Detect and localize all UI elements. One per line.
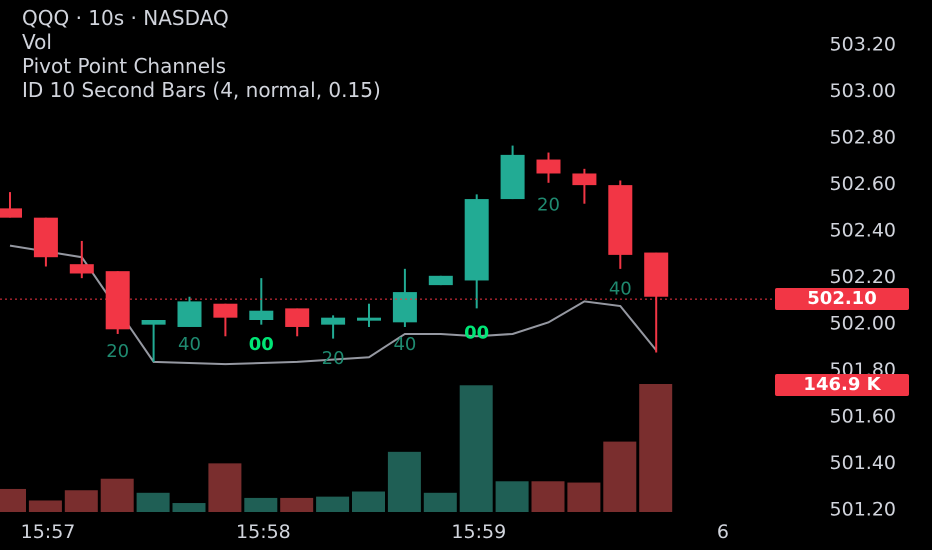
price-tick-label: 501.60 bbox=[830, 405, 896, 427]
volume-bar bbox=[100, 478, 134, 512]
candle bbox=[572, 168, 597, 204]
candle bbox=[536, 152, 561, 183]
bar-marker-label: 00 bbox=[249, 334, 274, 355]
volume-bar bbox=[208, 463, 242, 512]
candle-body bbox=[105, 271, 130, 330]
volume-bar bbox=[459, 385, 493, 512]
price-tick-label: 502.00 bbox=[830, 312, 896, 334]
candle bbox=[392, 268, 417, 327]
volume-bar bbox=[64, 490, 98, 512]
candle-body bbox=[69, 264, 94, 274]
price-tick-label: 501.20 bbox=[830, 498, 896, 520]
volume-bar bbox=[639, 384, 673, 512]
candle bbox=[428, 275, 453, 286]
candle-body bbox=[0, 208, 22, 218]
candle-body bbox=[392, 292, 417, 323]
chart-legend: QQQ · 10s · NASDAQ Vol Pivot Point Chann… bbox=[22, 6, 381, 102]
price-tick-label: 503.00 bbox=[830, 80, 896, 102]
candle bbox=[608, 180, 633, 269]
volume-bar bbox=[423, 492, 457, 512]
candle-body bbox=[33, 217, 58, 258]
price-axis[interactable]: 503.20 503.00 502.80 502.60 502.40 502.20 502.… bbox=[830, 33, 896, 520]
candle-body bbox=[321, 317, 346, 325]
time-tick-label: 15:59 bbox=[451, 521, 506, 543]
current-volume-label: 146.9 K bbox=[775, 374, 909, 396]
candle bbox=[33, 217, 58, 267]
volume-bar bbox=[603, 441, 637, 512]
bar-marker-label: 40 bbox=[393, 334, 416, 355]
candle-body bbox=[572, 173, 597, 186]
candle-body bbox=[500, 154, 525, 200]
candle-body bbox=[428, 275, 453, 286]
candle bbox=[464, 194, 489, 309]
price-tick-label: 502.40 bbox=[830, 219, 896, 241]
time-axis[interactable]: 15:57 15:58 15:59 6 bbox=[21, 521, 729, 543]
candle bbox=[213, 303, 238, 337]
bar-marker-label: 20 bbox=[537, 195, 560, 216]
price-tick-label: 501.40 bbox=[830, 452, 896, 474]
candle-body bbox=[285, 308, 310, 327]
candle bbox=[177, 296, 202, 327]
candle bbox=[105, 271, 130, 334]
time-tick-label: 6 bbox=[717, 521, 729, 543]
legend-id-bars[interactable]: ID 10 Second Bars (4, normal, 0.15) bbox=[22, 78, 381, 102]
bar-marker-label: 20 bbox=[322, 348, 345, 369]
candle-body bbox=[357, 317, 381, 321]
volume-bar bbox=[136, 492, 170, 512]
legend-pivot-channels[interactable]: Pivot Point Channels bbox=[22, 54, 226, 78]
volume-bars bbox=[0, 384, 673, 512]
volume-bar bbox=[387, 451, 421, 512]
pivot-line bbox=[9, 244, 657, 366]
bar-marker-label: 20 bbox=[106, 341, 129, 362]
candle-body bbox=[249, 310, 274, 320]
candle-body bbox=[608, 185, 633, 255]
volume-bar bbox=[172, 503, 206, 512]
volume-bar bbox=[28, 500, 62, 512]
current-price-label: 502.10 bbox=[775, 288, 909, 311]
price-tick-label: 502.60 bbox=[830, 173, 896, 195]
bar-markers: 20 40 00 20 40 00 20 40 bbox=[106, 195, 632, 369]
volume-bar bbox=[567, 482, 601, 512]
candle bbox=[141, 320, 166, 362]
bar-marker-label: 40 bbox=[178, 334, 201, 355]
volume-bar bbox=[352, 491, 385, 512]
candle bbox=[500, 145, 525, 200]
candle-body bbox=[213, 303, 238, 318]
time-tick-label: 15:57 bbox=[21, 521, 76, 543]
price-tick-label: 502.20 bbox=[830, 266, 896, 288]
volume-bar bbox=[495, 481, 529, 512]
candle bbox=[321, 315, 346, 339]
candle-body bbox=[536, 159, 561, 174]
candle bbox=[357, 303, 381, 327]
candle-body bbox=[644, 252, 669, 297]
price-tick-label: 503.20 bbox=[830, 33, 896, 55]
pivot-point-channel bbox=[9, 244, 657, 366]
time-tick-label: 15:58 bbox=[236, 521, 291, 543]
candle-body bbox=[141, 320, 166, 325]
volume-bar bbox=[0, 488, 26, 512]
candle bbox=[69, 240, 94, 279]
volume-bar bbox=[316, 496, 350, 512]
candle bbox=[0, 192, 22, 218]
volume-bar bbox=[531, 481, 565, 512]
candle-body bbox=[464, 199, 489, 281]
candle bbox=[644, 252, 669, 353]
volume-bar bbox=[244, 497, 278, 512]
bar-marker-label: 40 bbox=[609, 278, 632, 299]
price-tick-label: 502.80 bbox=[830, 126, 896, 148]
bar-marker-label: 00 bbox=[464, 323, 489, 344]
symbol-title[interactable]: QQQ · 10s · NASDAQ bbox=[22, 6, 229, 30]
legend-volume[interactable]: Vol bbox=[22, 30, 52, 54]
candle bbox=[285, 308, 310, 337]
candle-body bbox=[177, 301, 202, 327]
volume-bar bbox=[280, 497, 314, 512]
candlesticks bbox=[0, 145, 669, 362]
candle bbox=[249, 278, 274, 325]
